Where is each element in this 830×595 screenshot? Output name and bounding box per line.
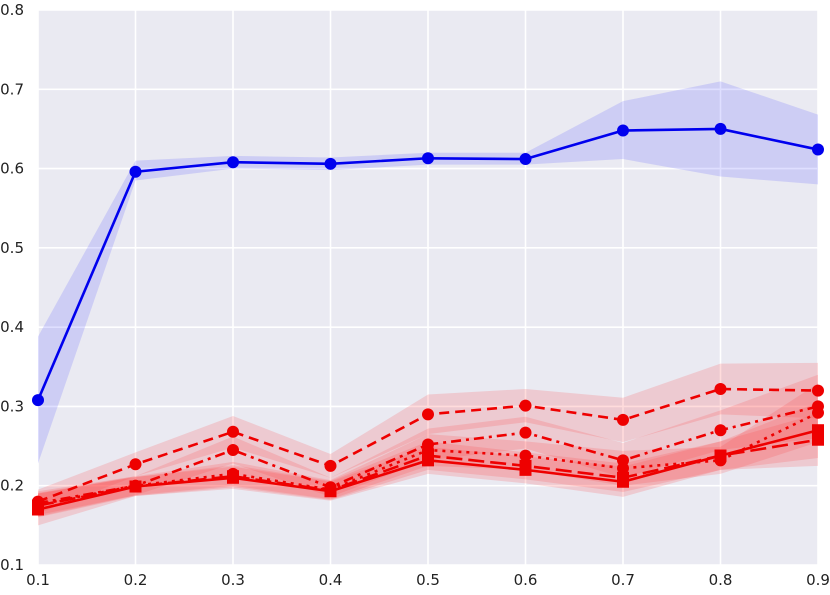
x-tick-label: 0.6: [514, 571, 538, 589]
y-tick-label: 0.1: [0, 556, 24, 574]
data-point: [714, 122, 727, 135]
x-tick-label: 0.8: [709, 571, 733, 589]
y-tick-label: 0.2: [0, 477, 24, 495]
data-point: [812, 424, 824, 437]
data-point: [227, 471, 239, 484]
x-tick-label: 0.3: [221, 571, 245, 589]
series-markers: [32, 122, 824, 516]
y-tick-label: 0.7: [0, 80, 24, 98]
x-tick-label: 0.7: [611, 571, 635, 589]
data-point: [617, 124, 629, 137]
y-tick-label: 0.6: [0, 160, 24, 178]
y-tick-label: 0.3: [0, 397, 24, 415]
data-point: [32, 503, 44, 516]
data-point: [227, 425, 239, 438]
data-point: [227, 444, 239, 457]
x-axis-ticks: 0.1 0.2 0.3 0.4 0.5 0.6 0.7 0.8 0.9: [26, 571, 830, 589]
data-point: [324, 485, 337, 498]
y-tick-label: 0.5: [0, 239, 24, 257]
data-point: [812, 384, 824, 397]
x-tick-label: 0.4: [319, 571, 343, 589]
x-tick-label: 0.1: [26, 571, 50, 589]
data-point: [617, 462, 629, 475]
data-point: [324, 157, 337, 170]
data-point: [129, 458, 142, 471]
data-point: [227, 156, 239, 169]
x-tick-label: 0.2: [124, 571, 148, 589]
x-tick-label: 0.9: [806, 571, 830, 589]
data-point: [714, 382, 727, 395]
data-point: [714, 424, 727, 437]
data-point: [519, 449, 532, 462]
y-tick-label: 0.8: [0, 1, 24, 19]
data-point: [129, 165, 142, 178]
y-axis-ticks: 0.1 0.2 0.3 0.4 0.5 0.6 0.7 0.8: [0, 1, 24, 574]
data-point: [617, 413, 629, 426]
data-point: [422, 152, 434, 165]
data-point: [519, 426, 532, 439]
data-point: [422, 408, 434, 421]
data-point: [519, 153, 532, 166]
y-tick-label: 0.4: [0, 318, 24, 336]
data-point: [519, 399, 532, 412]
data-point: [422, 454, 434, 467]
confidence-band: [38, 362, 818, 514]
data-point: [812, 433, 824, 446]
data-point: [812, 406, 824, 419]
data-point: [32, 394, 44, 407]
data-point: [714, 449, 727, 462]
data-point: [519, 463, 532, 476]
grid: [37, 9, 819, 566]
data-point: [129, 480, 142, 493]
x-tick-label: 0.5: [416, 571, 440, 589]
data-point: [617, 475, 629, 488]
data-point: [324, 459, 337, 472]
data-point: [812, 143, 824, 156]
